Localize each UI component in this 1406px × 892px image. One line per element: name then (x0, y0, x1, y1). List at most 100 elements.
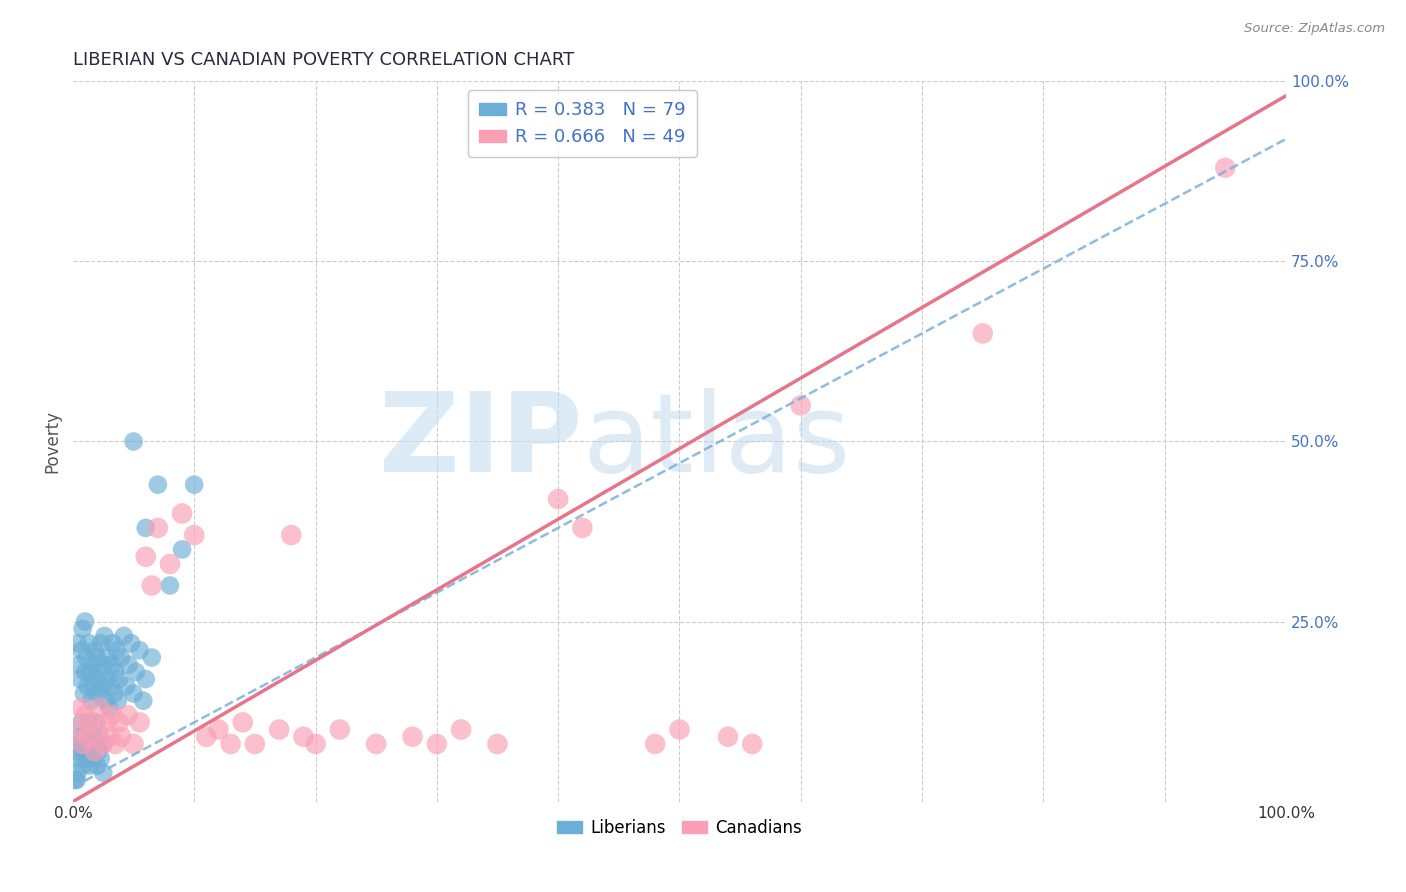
Point (75, 751, 97, 765)
Point (89, 665, 111, 679)
Point (972, 326, 994, 341)
Point (72, 758, 94, 772)
Point (401, 730, 423, 744)
Point (100, 679, 122, 693)
Point (100, 708, 122, 723)
Point (86, 758, 108, 772)
Point (105, 643, 128, 657)
Point (86, 650, 108, 665)
Point (84, 672, 107, 686)
Point (89, 701, 111, 715)
Point (547, 492, 569, 507)
Point (97, 650, 120, 665)
Text: LIBERIAN VS CANADIAN POVERTY CORRELATION CHART: LIBERIAN VS CANADIAN POVERTY CORRELATION… (73, 51, 574, 69)
Point (183, 477, 205, 491)
Point (73, 744, 96, 758)
Point (135, 549, 157, 564)
Point (91, 765, 114, 780)
Point (644, 737, 666, 751)
Point (83, 744, 105, 758)
Text: atlas: atlas (582, 388, 851, 495)
Point (93, 629, 115, 643)
Point (741, 737, 763, 751)
Point (75, 650, 97, 665)
Point (1213, 161, 1236, 175)
Point (83, 643, 105, 657)
Point (280, 528, 302, 542)
Point (87, 687, 110, 701)
Point (84, 715, 107, 730)
Point (67, 657, 90, 672)
Point (146, 477, 169, 491)
Point (329, 723, 352, 737)
Point (104, 665, 127, 679)
Point (132, 694, 155, 708)
Point (112, 629, 135, 643)
Point (104, 737, 127, 751)
Point (366, 737, 388, 751)
Point (87, 744, 110, 758)
Point (98, 701, 121, 715)
Point (86, 723, 108, 737)
Point (450, 723, 472, 737)
Text: ZIP: ZIP (380, 388, 582, 495)
Point (91, 657, 114, 672)
Point (122, 737, 145, 751)
Point (96, 715, 118, 730)
Point (207, 723, 229, 737)
Point (108, 672, 131, 686)
Point (135, 672, 157, 686)
Point (717, 730, 740, 744)
Point (128, 715, 150, 730)
Point (115, 679, 138, 693)
Point (101, 636, 124, 650)
Point (117, 708, 139, 723)
Point (76, 737, 98, 751)
Point (94, 694, 117, 708)
Point (219, 737, 242, 751)
Point (110, 730, 132, 744)
Point (70, 715, 93, 730)
Point (571, 521, 593, 535)
Point (159, 578, 181, 592)
Point (72, 622, 94, 636)
Point (83, 751, 105, 765)
Point (195, 730, 218, 744)
Point (269, 723, 291, 737)
Point (110, 650, 132, 665)
Point (66, 765, 89, 780)
Point (292, 730, 315, 744)
Point (80, 715, 103, 730)
Point (79, 665, 101, 679)
Point (69, 737, 91, 751)
Point (79, 758, 101, 772)
Point (65, 744, 87, 758)
Point (69, 672, 91, 686)
Point (83, 737, 105, 751)
Point (96, 672, 118, 686)
Point (66, 730, 89, 744)
Point (70, 701, 93, 715)
Point (66, 636, 89, 650)
Point (232, 715, 254, 730)
Point (122, 434, 145, 449)
Point (91, 737, 114, 751)
Y-axis label: Poverty: Poverty (44, 410, 60, 473)
Point (159, 557, 181, 571)
Point (73, 730, 96, 744)
Point (90, 751, 112, 765)
Point (172, 542, 194, 557)
Point (72, 737, 94, 751)
Point (77, 636, 100, 650)
Point (243, 737, 266, 751)
Point (120, 636, 142, 650)
Point (668, 723, 690, 737)
Point (76, 730, 98, 744)
Point (141, 578, 163, 592)
Point (73, 687, 96, 701)
Point (125, 665, 148, 679)
Point (122, 687, 145, 701)
Point (65, 772, 87, 787)
Point (90, 636, 112, 650)
Text: Source: ZipAtlas.com: Source: ZipAtlas.com (1244, 22, 1385, 36)
